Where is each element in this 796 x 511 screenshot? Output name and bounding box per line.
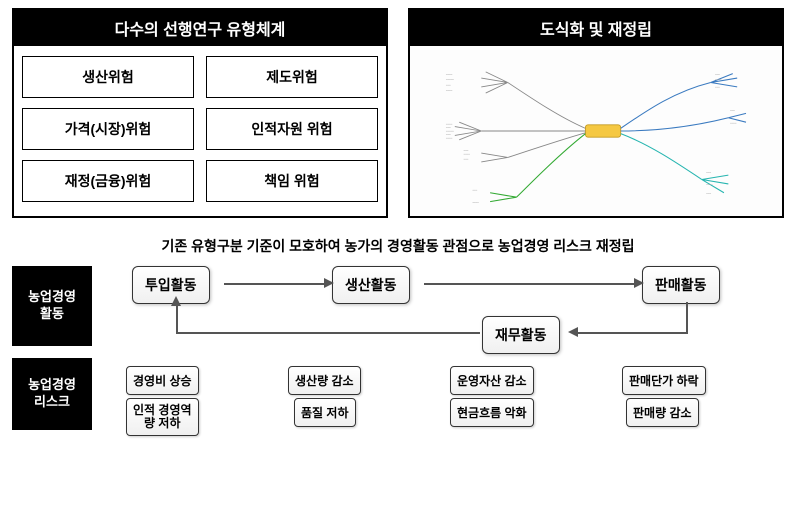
svg-text:━━━: ━━━	[445, 126, 451, 129]
arrow-line	[686, 302, 688, 332]
arrow-head-icon	[568, 327, 578, 337]
prior-research-panel: 다수의 선행연구 유형체계 생산위험 제도위험 가격(시장)위험 인적자원 위험…	[12, 8, 388, 218]
svg-text:━━━: ━━━	[463, 149, 469, 152]
arrow-head-icon	[634, 278, 644, 288]
arrow-head-icon	[171, 296, 181, 306]
svg-text:━━━: ━━━	[714, 86, 720, 89]
svg-text:━━━━━: ━━━━━	[445, 79, 454, 82]
risk-item: 운영자산 감소	[450, 366, 534, 395]
svg-text:━━━━━: ━━━━━	[445, 130, 454, 133]
diagram-header: 도식화 및 재정립	[410, 10, 782, 46]
svg-text:━━━: ━━━	[705, 193, 711, 196]
prior-research-header: 다수의 선행연구 유형체계	[14, 10, 386, 46]
svg-text:━━━━: ━━━━	[445, 89, 453, 92]
arrow-line	[224, 283, 330, 285]
side-label-activity: 농업경영 활동	[12, 266, 92, 346]
mindmap-illustration: ━━━━━━━━━━━━━━━━ ━━━━━━━━━━━━━━━━━━━ ━━━…	[410, 46, 782, 216]
svg-text:━━━: ━━━	[705, 171, 711, 174]
risk-type-box: 제도위험	[206, 56, 378, 98]
svg-text:━━━━: ━━━━	[445, 123, 453, 126]
svg-text:━━━: ━━━	[714, 73, 720, 76]
arrow-line	[424, 283, 640, 285]
risk-type-box: 책임 위험	[206, 160, 378, 202]
risk-item: 생산량 감소	[288, 366, 361, 395]
caption-text: 기존 유형구분 기준이 모호하여 농가의 경영활동 관점으로 농업경영 리스크 …	[0, 236, 796, 256]
risk-item: 판매단가 하락	[622, 366, 706, 395]
arrow-head-icon	[324, 278, 334, 288]
svg-text:━━━━: ━━━━	[445, 73, 453, 76]
svg-text:━━━━: ━━━━	[729, 122, 737, 125]
risk-type-box: 재정(금융)위험	[22, 160, 194, 202]
svg-text:━━━: ━━━	[729, 110, 735, 113]
arrow-line	[176, 302, 178, 334]
svg-text:━━━: ━━━	[471, 189, 477, 192]
risk-item: 경영비 상승	[126, 366, 199, 395]
svg-text:━━━━: ━━━━	[445, 137, 453, 140]
flow-diagram: 투입활동 생산활동 판매활동 재무활동 경영비 상승 인적 경영역 량 저하 생…	[102, 266, 784, 446]
svg-text:━━━━: ━━━━	[705, 184, 713, 187]
svg-text:━━━━: ━━━━	[714, 79, 722, 82]
side-label-risk: 농업경영 리스크	[12, 358, 92, 430]
flow-node-sales: 판매활동	[642, 266, 720, 304]
risk-type-box: 인적자원 위험	[206, 108, 378, 150]
svg-text:━━━: ━━━	[445, 133, 451, 136]
risk-type-box: 생산위험	[22, 56, 194, 98]
risk-item: 현금흐름 악화	[450, 398, 534, 427]
flow-node-produce: 생산활동	[332, 266, 410, 304]
arrow-line	[574, 332, 688, 334]
svg-text:━━━━: ━━━━	[471, 201, 479, 204]
arrow-line	[176, 332, 480, 334]
flow-node-finance: 재무활동	[482, 316, 560, 354]
svg-text:━━━━: ━━━━	[463, 153, 471, 156]
risk-item: 인적 경영역 량 저하	[126, 398, 199, 436]
svg-text:━━━: ━━━	[445, 84, 451, 87]
diagram-panel: 도식화 및 재정립	[408, 8, 784, 218]
risk-item: 품질 저하	[294, 398, 356, 427]
risk-type-box: 가격(시장)위험	[22, 108, 194, 150]
risk-type-grid: 생산위험 제도위험 가격(시장)위험 인적자원 위험 재정(금융)위험 책임 위…	[22, 56, 378, 202]
risk-item: 판매량 감소	[626, 398, 699, 427]
svg-text:━━━: ━━━	[463, 158, 469, 161]
